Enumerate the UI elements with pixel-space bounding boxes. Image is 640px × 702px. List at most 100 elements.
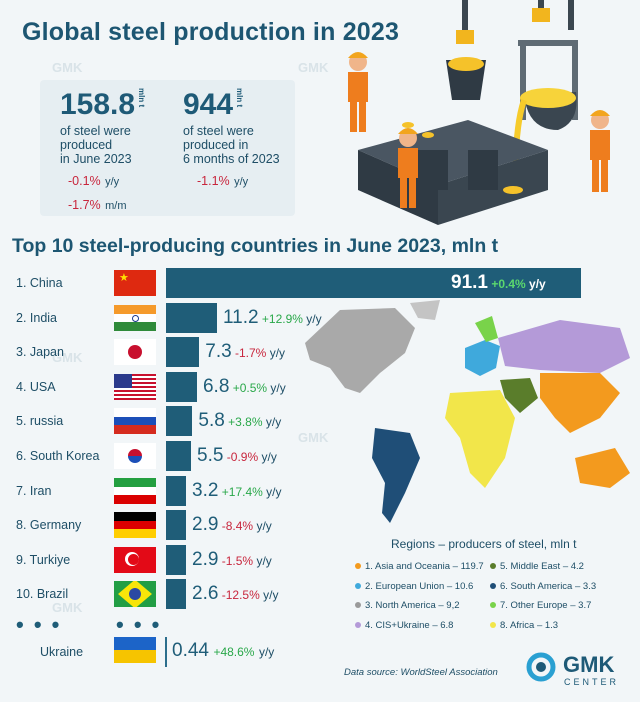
stat-june-yy-suffix: y/y bbox=[105, 176, 120, 188]
legend-label: 4. CIS+Ukraine – 6.8 bbox=[365, 619, 454, 631]
bar-japan bbox=[166, 337, 200, 368]
flag-germany bbox=[114, 512, 156, 539]
stat-half-yy: -1.1% bbox=[197, 174, 230, 188]
flag-iran bbox=[114, 477, 156, 504]
country-label-germany: 8. Germany bbox=[16, 518, 82, 533]
flag-usa bbox=[114, 373, 156, 400]
ukraine-divider bbox=[165, 637, 167, 667]
legend-dot bbox=[490, 582, 496, 589]
value-group-russia: 5.8 +3.8% y/y bbox=[198, 410, 281, 432]
bar-china bbox=[166, 268, 581, 298]
steel-plant-illustration bbox=[348, 0, 610, 225]
change-label-turkiye: -1.5% bbox=[218, 553, 254, 568]
value-group-japan: 7.3 -1.7% y/y bbox=[205, 341, 285, 363]
bar-south-korea bbox=[166, 441, 192, 471]
change-suffix-iran: y/y bbox=[262, 484, 282, 499]
flag-japan bbox=[114, 339, 156, 366]
ellipsis-right: • • • bbox=[116, 612, 162, 637]
stat-june: 158.8 mln t of steel were produced in Ju… bbox=[60, 88, 146, 214]
ukraine-change-suffix: y/y bbox=[258, 645, 275, 659]
stat-june-value: 158.8 bbox=[60, 88, 136, 121]
change-suffix-india: y/y bbox=[302, 311, 322, 326]
gmk-logo-sub: CENTER bbox=[564, 677, 620, 687]
legend-item: 3. North America – 9,2 bbox=[355, 600, 460, 611]
bar-germany bbox=[166, 510, 186, 541]
watermark: GMK bbox=[52, 600, 83, 615]
bar-turkiye bbox=[166, 544, 186, 575]
country-label-south-korea: 6. South Korea bbox=[16, 449, 100, 463]
legend-dot bbox=[355, 582, 361, 589]
change-suffix-usa: y/y bbox=[267, 380, 286, 395]
watermark: GMK bbox=[298, 60, 329, 75]
country-label-japan: 3. Japan bbox=[16, 345, 64, 360]
flag-india bbox=[114, 304, 156, 331]
stat-june-mm: -1.7% bbox=[68, 198, 101, 212]
ukraine-label: Ukraine bbox=[40, 645, 84, 659]
bar-india bbox=[166, 302, 218, 333]
value-group-south-korea: 5.5 -0.9% y/y bbox=[197, 445, 277, 467]
flag-brazil bbox=[114, 581, 156, 608]
legend-item: 7. Other Europe – 3.7 bbox=[490, 600, 591, 611]
change-label-china: +0.4% bbox=[487, 277, 526, 291]
change-label-south-korea: -0.9% bbox=[223, 450, 259, 464]
legend-dot bbox=[490, 621, 496, 628]
stats-card bbox=[40, 80, 295, 216]
stat-june-desc-2: produced bbox=[60, 138, 113, 152]
value-group-germany: 2.9 -8.4% y/y bbox=[192, 514, 272, 536]
world-map bbox=[305, 300, 630, 523]
stat-june-yy: -0.1% bbox=[68, 174, 101, 188]
legend-label: 5. Middle East – 4.2 bbox=[500, 561, 584, 572]
value-label-japan: 7.3 bbox=[205, 341, 232, 363]
change-label-russia: +3.8% bbox=[224, 415, 263, 430]
country-label-india: 2. India bbox=[16, 310, 58, 325]
bar-iran bbox=[166, 475, 186, 506]
flag-ukraine bbox=[114, 637, 156, 663]
legend-item: 6. South America – 3.3 bbox=[490, 581, 596, 592]
bar-brazil bbox=[166, 579, 186, 610]
watermark: GMK bbox=[52, 350, 83, 365]
legend-dot bbox=[355, 602, 361, 609]
stat-june-desc-1: of steel were bbox=[60, 124, 131, 138]
change-label-india: +12.9% bbox=[258, 311, 303, 326]
stat-half-yy-suffix: y/y bbox=[234, 176, 249, 188]
ukraine-change: +48.6% bbox=[213, 645, 255, 659]
gmk-logo-icon bbox=[526, 652, 556, 682]
change-label-brazil: -12.5% bbox=[218, 588, 260, 603]
value-group-india: 11.2 +12.9% y/y bbox=[223, 307, 322, 329]
legend-dot bbox=[355, 621, 361, 628]
stat-half-desc-2: produced in bbox=[183, 138, 249, 152]
regions-title: Regions – producers of steel, mln t bbox=[391, 537, 577, 551]
legend-item: 2. European Union – 10.6 bbox=[355, 581, 473, 592]
legend-dot bbox=[355, 563, 361, 570]
change-suffix-turkiye: y/y bbox=[253, 553, 272, 568]
flag-turkiye bbox=[114, 546, 156, 573]
flag-russia bbox=[114, 408, 156, 435]
country-label-brazil: 10. Brazil bbox=[16, 587, 69, 602]
change-label-usa: +0.5% bbox=[229, 380, 268, 395]
legend-label: 6. South America – 3.3 bbox=[500, 580, 597, 592]
ukraine-value-group: 0.44 +48.6% y/y bbox=[172, 640, 274, 662]
country-label-usa: 4. USA bbox=[16, 379, 56, 394]
bar-russia bbox=[166, 406, 193, 437]
bar-usa bbox=[166, 371, 197, 402]
stat-june-unit: mln t bbox=[137, 88, 147, 108]
value-label-brazil: 2.6 bbox=[192, 583, 219, 605]
country-label-russia: 5. russia bbox=[16, 414, 64, 429]
change-suffix-germany: y/y bbox=[253, 519, 272, 534]
legend-label: 3. North America – 9,2 bbox=[365, 600, 460, 611]
stat-june-mm-suffix: m/m bbox=[105, 200, 127, 212]
ukraine-value: 0.44 bbox=[172, 640, 209, 661]
country-label-iran: 7. Iran bbox=[16, 483, 52, 498]
change-label-japan: -1.7% bbox=[231, 346, 267, 361]
stat-half-desc-3: 6 months of 2023 bbox=[183, 152, 280, 166]
stat-half: 944 mln t of steel were produced in 6 mo… bbox=[183, 88, 280, 190]
value-label-india: 11.2 bbox=[223, 306, 259, 328]
country-label-china: 1. China bbox=[16, 276, 63, 290]
value-group-brazil: 2.6 -12.5% y/y bbox=[192, 583, 278, 605]
legend-item: 8. Africa – 1.3 bbox=[490, 620, 558, 631]
stat-june-desc-3: in June 2023 bbox=[60, 152, 132, 166]
country-label-turkiye: 9. Turkiye bbox=[16, 552, 71, 567]
page-title: Global steel production in 2023 bbox=[22, 18, 400, 46]
legend-label: 8. Africa – 1.3 bbox=[500, 619, 559, 631]
value-group-china: 91.1 +0.4% y/y bbox=[451, 272, 546, 294]
